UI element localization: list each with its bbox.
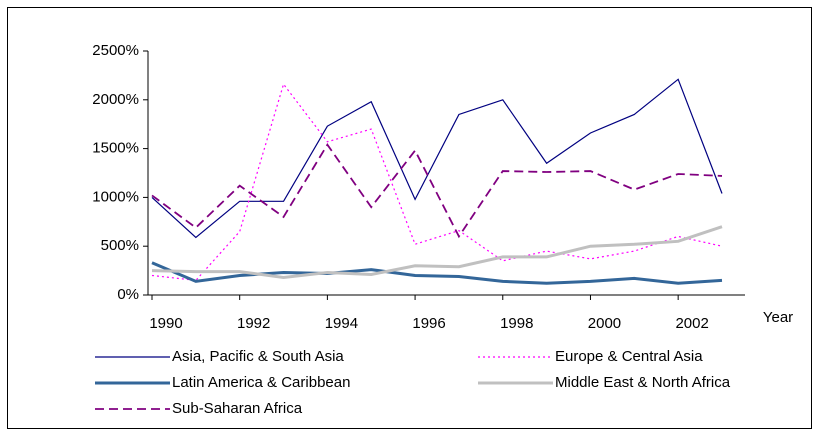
legend-label: Europe & Central Asia — [555, 348, 703, 365]
y-tick-label: 2500% — [92, 42, 139, 59]
x-axis-label: Year — [763, 309, 793, 326]
x-tick-label: 1990 — [149, 315, 182, 332]
x-tick-label: 1994 — [325, 315, 358, 332]
x-tick-label: 1998 — [500, 315, 533, 332]
legend-label: Middle East & North Africa — [555, 374, 731, 391]
series-line — [151, 261, 723, 285]
x-tick-label: 2000 — [588, 315, 621, 332]
series-line — [151, 78, 723, 239]
x-tick-label: 2002 — [675, 315, 708, 332]
y-tick-label: 0% — [117, 286, 139, 303]
y-tick-label: 1500% — [92, 140, 139, 157]
legend-label: Asia, Pacific & South Asia — [172, 348, 344, 365]
series-line — [151, 143, 723, 239]
chart-frame — [7, 7, 812, 429]
series-line — [151, 225, 723, 279]
x-tick-label: 1996 — [412, 315, 445, 332]
x-tick-label: 1992 — [237, 315, 270, 332]
legend-label: Latin America & Caribbean — [172, 374, 350, 391]
series-line — [151, 82, 723, 281]
legend-label: Sub-Saharan Africa — [172, 400, 303, 417]
y-tick-label: 2000% — [92, 91, 139, 108]
y-tick-label: 1000% — [92, 188, 139, 205]
y-tick-label: 500% — [101, 237, 139, 254]
